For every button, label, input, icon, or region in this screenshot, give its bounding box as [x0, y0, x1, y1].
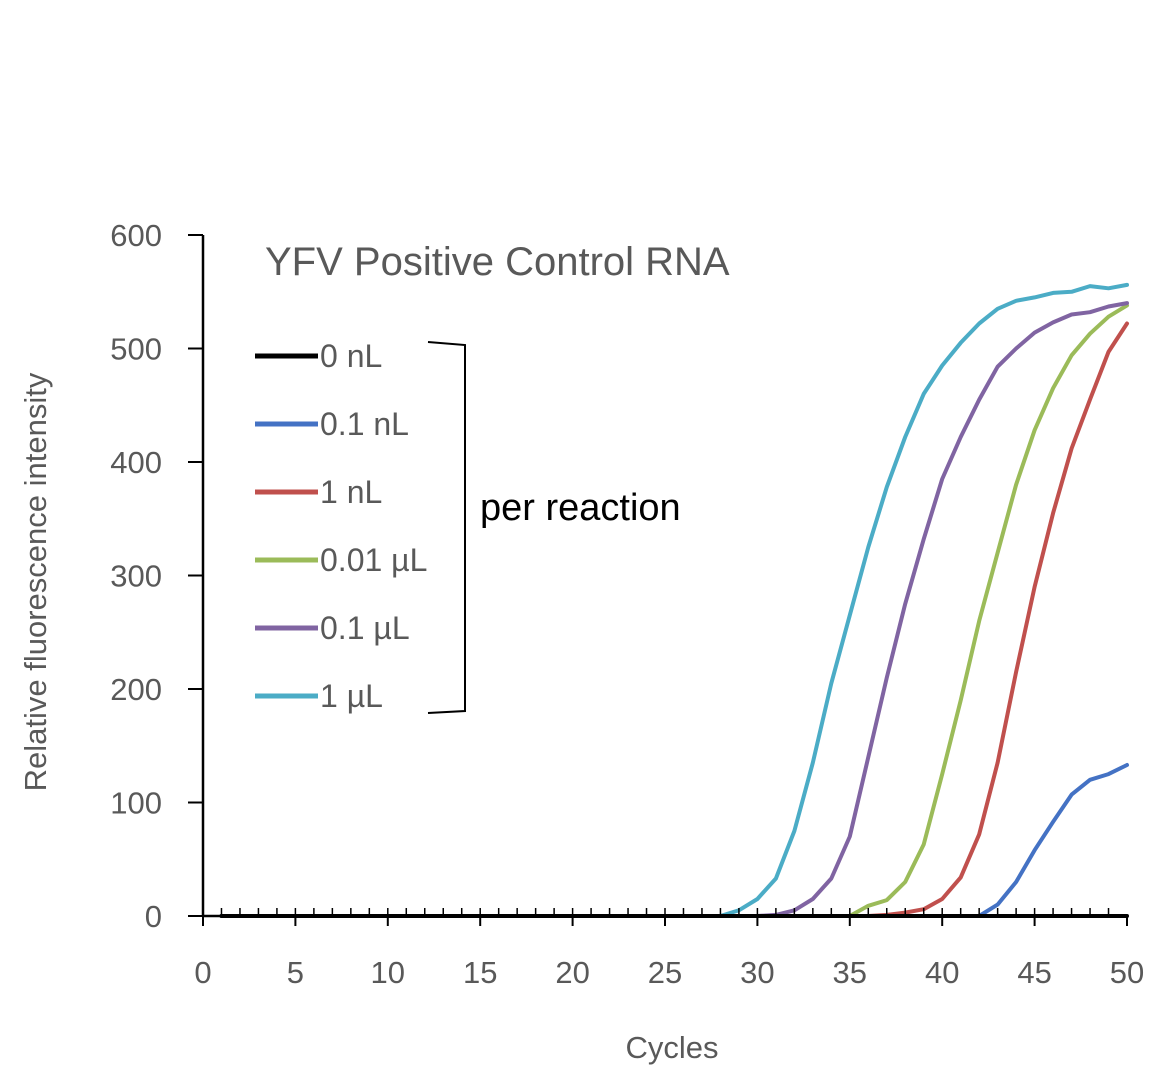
- x-tick-label: 5: [287, 955, 304, 990]
- x-axis-title: Cycles: [625, 1030, 718, 1065]
- plot-lines: [219, 282, 1129, 918]
- y-axis-title: Relative fluorescence intensity: [18, 372, 53, 791]
- x-tick-label: 30: [740, 955, 774, 990]
- x-tick-label: 35: [833, 955, 867, 990]
- x-tick-label: 15: [463, 955, 497, 990]
- x-tick-label: 20: [555, 955, 589, 990]
- legend-label: 0.1 nL: [320, 406, 409, 442]
- x-tick-label: 40: [925, 955, 959, 990]
- x-tick-label: 50: [1110, 955, 1144, 990]
- bracket-annotation: per reaction: [480, 487, 681, 529]
- x-tick-label: 10: [371, 955, 405, 990]
- x-tick-label: 0: [194, 955, 211, 990]
- legend: 0 nL 0.1 nL 1 nL 0.01 µL 0.1 µL 1 µL: [255, 338, 427, 714]
- y-tick-label: 500: [110, 332, 162, 367]
- y-tick-label: 400: [110, 445, 162, 480]
- y-ticks: 0 100 200 300 400 500 600: [110, 218, 203, 934]
- x-tick-label: 25: [648, 955, 682, 990]
- y-tick-label: 600: [110, 218, 162, 253]
- y-tick-label: 100: [110, 786, 162, 821]
- y-tick-label: 200: [110, 672, 162, 707]
- legend-label: 0.01 µL: [320, 542, 427, 578]
- y-tick-label: 0: [145, 899, 162, 934]
- x-ticks: 0 5 10 15 20 25 30 35 40 45 50: [194, 908, 1144, 990]
- legend-label: 1 nL: [320, 474, 382, 510]
- y-tick-label: 300: [110, 559, 162, 594]
- legend-label: 1 µL: [320, 678, 383, 714]
- x-tick-label: 45: [1017, 955, 1051, 990]
- legend-label: 0.1 µL: [320, 610, 410, 646]
- legend-label: 0 nL: [320, 338, 382, 374]
- chart-title: YFV Positive Control RNA: [265, 240, 730, 284]
- legend-bracket: [427, 341, 466, 714]
